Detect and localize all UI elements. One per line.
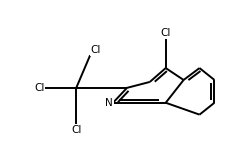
Text: Cl: Cl <box>160 28 171 38</box>
Text: N: N <box>105 98 113 108</box>
Text: Cl: Cl <box>34 83 44 93</box>
Text: Cl: Cl <box>90 45 100 55</box>
Text: N: N <box>105 98 113 108</box>
Text: Cl: Cl <box>71 124 82 135</box>
